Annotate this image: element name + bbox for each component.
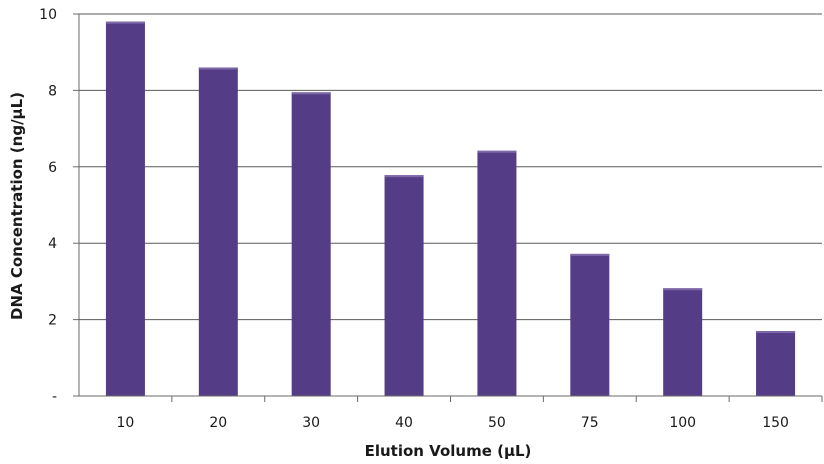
bar	[570, 253, 610, 396]
x-tick-label: 75	[581, 415, 599, 431]
bar-top-edge	[570, 253, 610, 256]
x-tick-label: 100	[669, 415, 696, 431]
bar-top-edge	[384, 175, 424, 178]
bar	[105, 21, 145, 396]
y-tick-label: 10	[39, 7, 57, 23]
bar	[663, 288, 703, 396]
bar	[291, 92, 331, 396]
x-tick-label: 30	[302, 415, 320, 431]
x-tick-label: 150	[762, 415, 789, 431]
bar	[198, 67, 238, 396]
y-tick-label: 4	[48, 236, 57, 252]
bar	[756, 331, 796, 396]
y-tick-label: -	[52, 389, 57, 405]
x-tick-label: 10	[117, 415, 135, 431]
bar	[384, 175, 424, 396]
y-axis-title: DNA Concentration (ng/µL)	[8, 92, 26, 320]
gridlines	[79, 13, 822, 321]
bar-top-edge	[198, 67, 238, 70]
y-tick-label: 6	[48, 160, 57, 176]
x-tick-labels: 10 20 30 40 50 75 100 150	[117, 415, 789, 431]
bar-top-edge	[105, 21, 145, 24]
bars	[105, 21, 796, 396]
x-axis-title: Elution Volume (µL)	[365, 442, 532, 460]
x-tick-label: 50	[488, 415, 506, 431]
bar-top-edge	[291, 92, 331, 95]
y-tick-labels: - 2 4 6 8 10	[39, 7, 57, 405]
axes	[73, 13, 823, 402]
x-tick-label: 20	[209, 415, 227, 431]
bar-top-edge	[663, 288, 703, 291]
y-tick-label: 8	[48, 83, 57, 99]
bar	[477, 150, 517, 396]
bar-top-edge	[477, 150, 517, 153]
y-tick-label: 2	[48, 313, 57, 329]
bar-top-edge	[756, 331, 796, 334]
x-tick-label: 40	[395, 415, 413, 431]
